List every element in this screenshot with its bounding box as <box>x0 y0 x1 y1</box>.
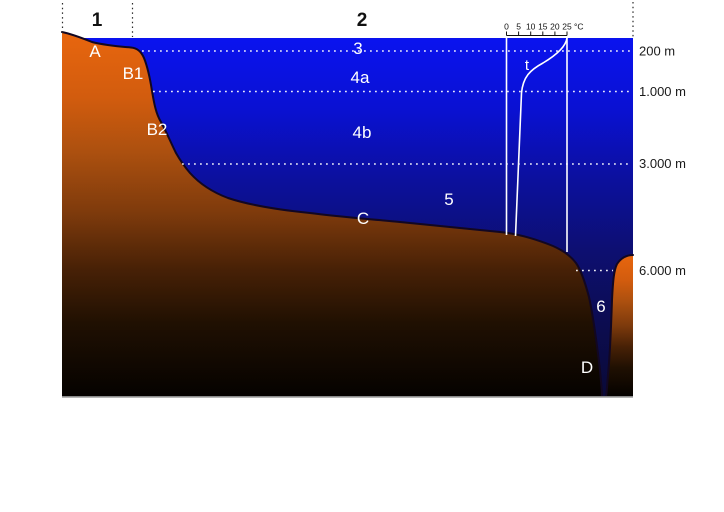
temp-scale-tick-5: 5 <box>516 22 521 32</box>
depth-label-3000m: 3.000 m <box>639 156 686 171</box>
temp-scale-ruler <box>506 31 568 36</box>
label-B1: B1 <box>123 64 144 83</box>
label-temperature-curve: t <box>525 57 530 74</box>
label-A: A <box>89 42 101 61</box>
depth-label-6000m: 6.000 m <box>639 263 686 278</box>
island-flank-outline <box>605 254 634 397</box>
label-zone-4a: 4a <box>351 68 370 87</box>
temp-scale-unit: °C <box>574 22 584 32</box>
depth-label-200m: 200 m <box>639 44 675 59</box>
temp-scale-tick-20: 20 <box>550 22 560 32</box>
continental-landmass <box>62 32 602 396</box>
temp-scale-tick-0: 0 <box>504 22 509 32</box>
label-B2: B2 <box>147 120 168 139</box>
zone-number-1: 1 <box>92 10 103 31</box>
zone-number-2: 2 <box>357 10 368 31</box>
label-zone-3: 3 <box>353 39 362 58</box>
seafloor-outline <box>61 31 603 397</box>
label-zone-4b: 4b <box>353 123 372 142</box>
temp-scale-tick-15: 15 <box>538 22 548 32</box>
label-zone-6: 6 <box>596 297 605 316</box>
temp-scale-tick-25: 25 <box>562 22 572 32</box>
label-C: C <box>357 209 369 228</box>
temperature-profile-curve <box>514 37 568 237</box>
temp-scale-tick-10: 10 <box>526 22 536 32</box>
depth-label-1000m: 1.000 m <box>639 84 686 99</box>
label-D: D <box>581 358 593 377</box>
label-zone-5: 5 <box>444 190 453 209</box>
